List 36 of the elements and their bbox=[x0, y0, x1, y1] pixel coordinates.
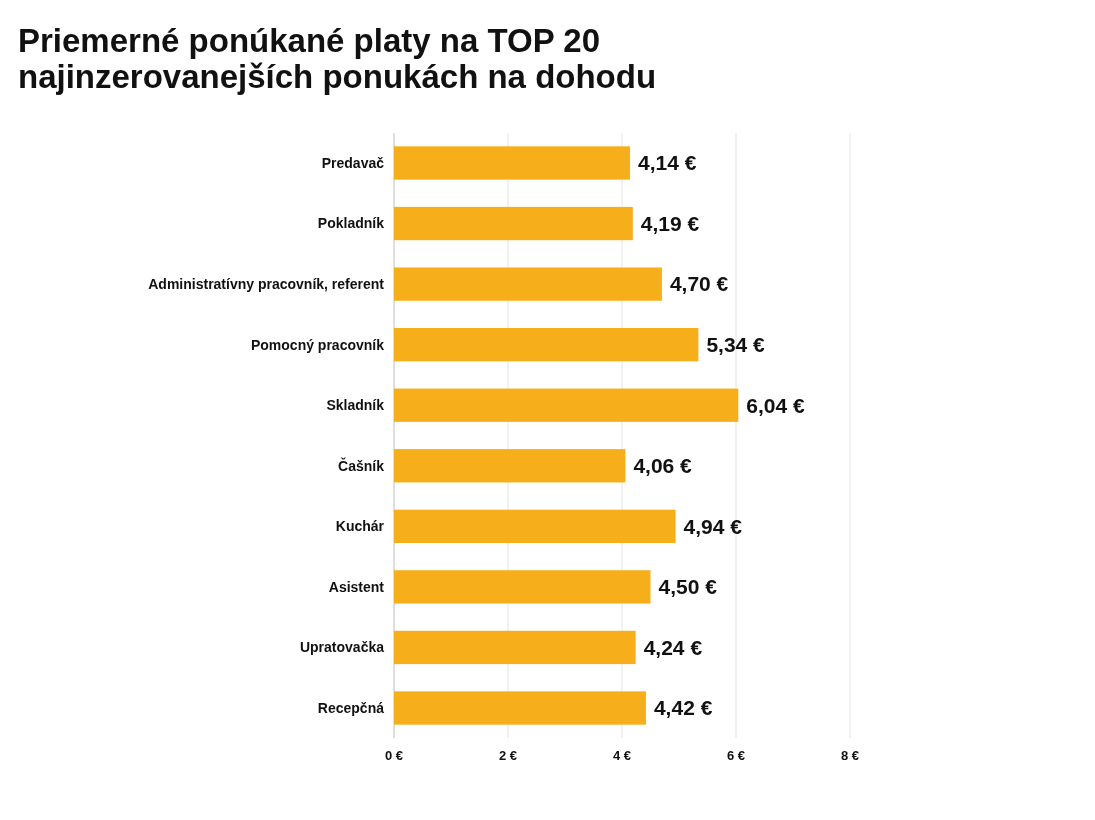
bar bbox=[394, 388, 739, 422]
data-label: 5,34 € bbox=[706, 333, 766, 357]
y-tick-label: Recepčná bbox=[317, 699, 385, 716]
y-tick-label: Čašník bbox=[338, 456, 385, 474]
x-tick-label: 4 € bbox=[612, 748, 632, 763]
y-tick-label: Pokladník bbox=[317, 215, 385, 232]
bar bbox=[394, 449, 626, 483]
bar bbox=[394, 206, 633, 241]
data-label: 6,04 € bbox=[746, 393, 805, 417]
bar bbox=[394, 630, 636, 665]
x-tick-label: 6 € bbox=[726, 748, 746, 763]
data-label: 4,24 € bbox=[643, 635, 703, 659]
data-label: 4,50 € bbox=[658, 575, 718, 599]
y-tick-label: Administratívny pracovník, referent bbox=[148, 276, 385, 292]
bar bbox=[394, 509, 676, 543]
data-label: 4,06 € bbox=[633, 454, 693, 478]
x-tick-label: 8 € bbox=[840, 748, 860, 763]
y-tick-label: Asistent bbox=[328, 578, 385, 595]
bar bbox=[394, 267, 662, 301]
bar bbox=[394, 146, 630, 180]
x-tick-label: 0 € bbox=[384, 748, 404, 763]
x-tick-label: 2 € bbox=[498, 748, 518, 763]
y-tick-label: Skladník bbox=[326, 397, 385, 414]
data-label: 4,14 € bbox=[637, 151, 697, 175]
data-label: 4,94 € bbox=[683, 514, 743, 538]
y-tick-label: Upratovačka bbox=[299, 639, 385, 656]
y-tick-label: Predavač bbox=[321, 154, 385, 171]
y-tick-label: Pomocný pracovník bbox=[250, 336, 385, 353]
bar bbox=[394, 691, 646, 725]
data-label: 4,70 € bbox=[669, 272, 729, 296]
bar bbox=[394, 570, 651, 604]
data-label: 4,42 € bbox=[653, 696, 713, 720]
data-label: 4,19 € bbox=[640, 211, 700, 235]
bar bbox=[394, 328, 699, 362]
chart-title: Priemerné ponúkané platy na TOP 20 najinzerovanejších ponukách na dohodu bbox=[18, 22, 657, 95]
y-tick-label: Kuchár bbox=[335, 518, 385, 535]
